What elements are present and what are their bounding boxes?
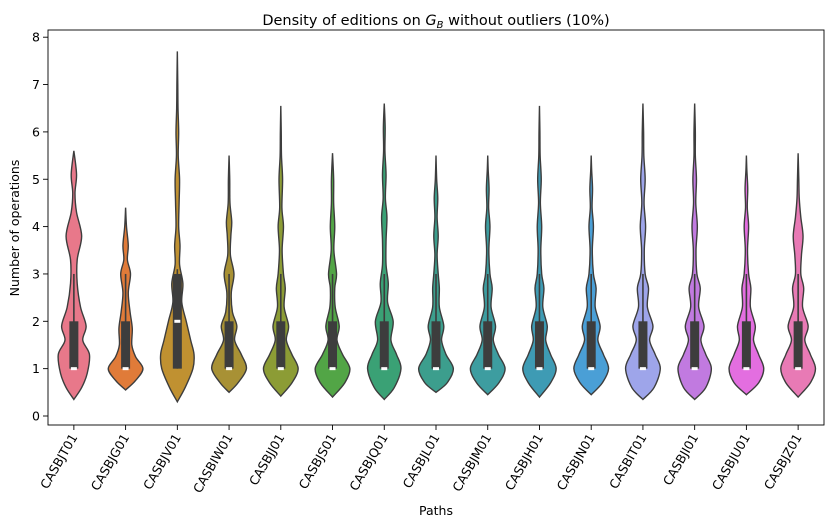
violin-median bbox=[277, 367, 284, 371]
violin-body bbox=[417, 155, 455, 394]
violin-iqr-box bbox=[534, 321, 544, 369]
violin-iqr-box bbox=[690, 321, 700, 369]
y-tick-label: 8 bbox=[32, 30, 40, 45]
violin-CASBJV01 bbox=[159, 51, 195, 404]
chart-title-subscript: B bbox=[437, 20, 444, 31]
violin-CASBJS01 bbox=[314, 153, 351, 399]
violin-iqr-box bbox=[276, 321, 286, 369]
x-tick-label: CASBJT01 bbox=[37, 431, 81, 491]
violin-median bbox=[691, 367, 698, 371]
violin-CASBJH01 bbox=[522, 105, 557, 399]
violin-iqr-box bbox=[741, 321, 751, 369]
violin-iqr-box bbox=[379, 321, 389, 369]
violin-median bbox=[70, 367, 77, 371]
chart-title-symbol: G bbox=[425, 13, 436, 29]
x-tick-label: CASBJZ01 bbox=[761, 431, 805, 492]
violin-median bbox=[381, 367, 388, 371]
violin-median bbox=[639, 367, 646, 371]
y-tick-label: 5 bbox=[32, 172, 40, 187]
violin-CASBJG01 bbox=[107, 207, 144, 391]
violin-median bbox=[226, 367, 233, 371]
violin-body bbox=[262, 105, 299, 398]
y-axis-label: Number of operations bbox=[7, 160, 22, 297]
y-tick-label: 7 bbox=[32, 77, 40, 92]
y-tick-label: 3 bbox=[32, 266, 40, 281]
violin-CASBJT01 bbox=[57, 150, 91, 401]
x-axis-label: Paths bbox=[419, 503, 453, 518]
violin-iqr-box bbox=[483, 321, 493, 369]
violin-iqr-box bbox=[121, 321, 131, 369]
y-tick-label: 2 bbox=[32, 314, 40, 329]
x-tick-label: CASBJL01 bbox=[399, 431, 442, 491]
violin-median bbox=[536, 367, 543, 371]
violin-iqr-box bbox=[638, 321, 648, 369]
violin-median bbox=[433, 367, 439, 371]
x-tick-label: CASBJI01 bbox=[660, 431, 702, 488]
violin-iqr-box bbox=[224, 321, 234, 369]
violin-CASBJU01 bbox=[728, 155, 765, 396]
violin-body bbox=[159, 51, 195, 404]
y-tick-label: 1 bbox=[32, 361, 40, 376]
y-axis: 0 1 2 3 4 5 6 7 8 bbox=[32, 30, 48, 424]
y-tick-label: 4 bbox=[32, 219, 40, 234]
violin-CASBJM01 bbox=[469, 155, 506, 396]
violin-body bbox=[210, 155, 248, 394]
x-tick-label: CASBJH01 bbox=[502, 431, 546, 493]
violin-iqr-box bbox=[431, 321, 441, 369]
violin-median bbox=[588, 367, 595, 371]
x-tick-label: CASBJG01 bbox=[88, 431, 133, 493]
x-tick-label: CASBJS01 bbox=[295, 431, 339, 492]
violin-CASBJZ01 bbox=[780, 153, 817, 399]
chart-title-prefix: Density of editions on bbox=[262, 13, 425, 29]
violin-CASBJQ01 bbox=[366, 103, 402, 401]
violin-iqr-box bbox=[586, 321, 596, 369]
violin-CASBJL01 bbox=[417, 155, 455, 394]
violin-body bbox=[624, 103, 661, 401]
violin-group bbox=[57, 51, 817, 404]
violin-CASBIT01 bbox=[624, 103, 661, 401]
violin-median bbox=[743, 367, 750, 371]
x-tick-label: CASBJU01 bbox=[709, 431, 753, 493]
violin-body bbox=[366, 103, 402, 401]
violin-CASBIW01 bbox=[210, 155, 248, 394]
x-tick-label: CASBJM01 bbox=[449, 431, 494, 494]
x-tick-label: CASBIT01 bbox=[606, 431, 650, 491]
violin-body bbox=[522, 105, 557, 399]
x-tick-label: CASBIW01 bbox=[190, 431, 236, 495]
x-tick-label: CASBJN01 bbox=[553, 431, 597, 493]
chart-title: Density of editions on GB without outlie… bbox=[262, 13, 609, 31]
violin-body bbox=[677, 103, 713, 401]
plot-frame bbox=[47, 29, 825, 426]
violin-iqr-box bbox=[328, 321, 338, 369]
violin-iqr-box bbox=[793, 321, 803, 369]
violin-CASBJI01 bbox=[677, 103, 713, 401]
chart-title-suffix: without outliers (10%) bbox=[444, 13, 610, 29]
violin-median bbox=[174, 319, 181, 323]
x-tick-label: CASBJJ01 bbox=[246, 431, 288, 488]
violin-median bbox=[484, 367, 491, 371]
violin-CASBJJ01 bbox=[262, 105, 299, 398]
y-tick-label: 6 bbox=[32, 124, 40, 139]
violin-median bbox=[795, 367, 802, 371]
violin-iqr-box bbox=[69, 321, 79, 369]
violin-median bbox=[122, 367, 129, 371]
x-axis: CASBJT01 CASBJG01 CASBJV01 CASBIW01 CASBJJ01… bbox=[37, 425, 805, 495]
violin-CASBJN01 bbox=[573, 155, 610, 396]
x-tick-label: CASBJV01 bbox=[140, 431, 184, 492]
violin-median bbox=[329, 367, 336, 371]
y-tick-label: 0 bbox=[32, 409, 40, 424]
x-tick-label: CASBJQ01 bbox=[346, 431, 391, 493]
